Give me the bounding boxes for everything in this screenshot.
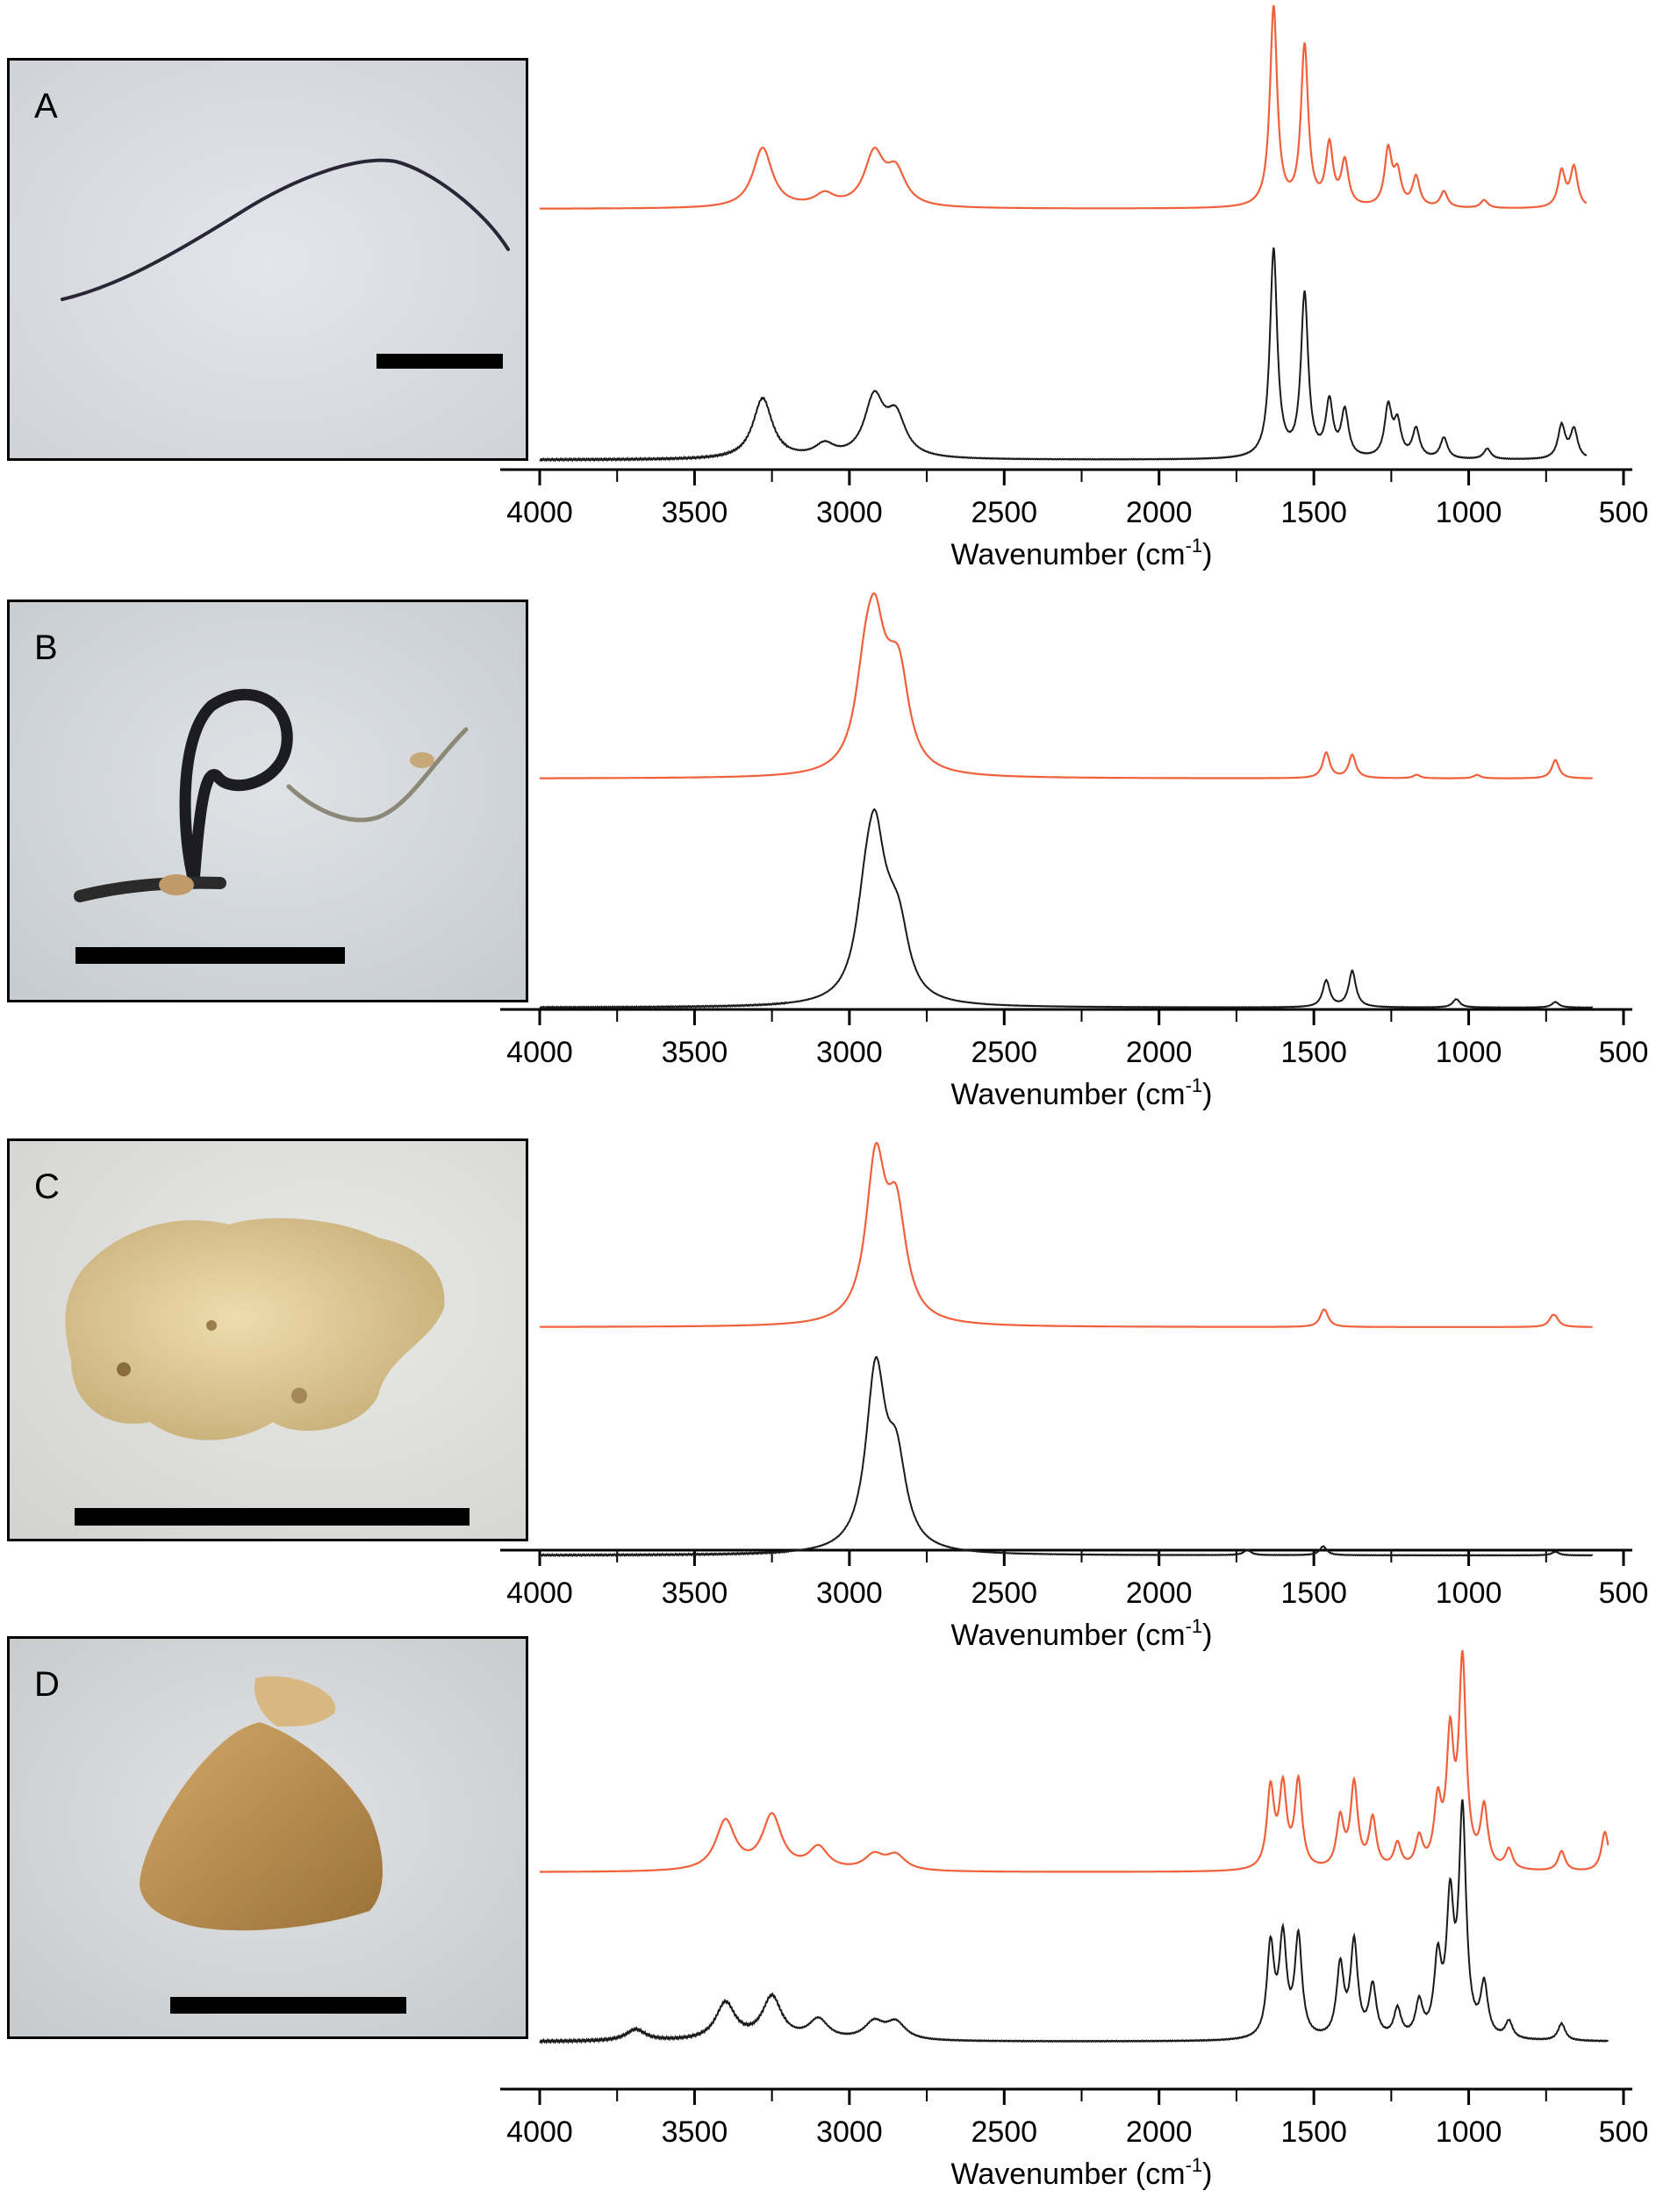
fibre-photo-a — [10, 61, 526, 458]
x-tick-label: 3500 — [662, 496, 728, 529]
sample-spectrum-line — [539, 247, 1588, 463]
x-tick-label: 3500 — [662, 2115, 728, 2149]
sample-spectrum-line — [539, 808, 1594, 1009]
x-tick-label: 500 — [1599, 1576, 1649, 1610]
spectrum-panel-d: 4000 3500 3000 2500 2000 1500 1000 500 Wavenumbe… — [500, 1649, 1649, 2191]
x-tick-label: 1000 — [1436, 2115, 1502, 2149]
x-tick-label: 1000 — [1436, 1576, 1502, 1610]
x-axis-label: Wavenumber (cm-1) — [951, 535, 1213, 571]
x-tick-label: 2000 — [1126, 496, 1193, 529]
x-tick-label: 4000 — [506, 2115, 573, 2149]
x-tick-label: 1000 — [1436, 1036, 1502, 1069]
x-tick-label: 500 — [1599, 1036, 1649, 1069]
photo-panel-d: D — [7, 1636, 528, 2039]
sample-spectrum-line — [539, 1356, 1594, 1558]
x-tick-label: 1500 — [1280, 2115, 1347, 2149]
x-axis-label: Wavenumber (cm-1) — [951, 1615, 1213, 1652]
x-tick-label: 1500 — [1280, 1576, 1347, 1610]
x-tick-label: 1000 — [1436, 496, 1502, 529]
x-tick-label: 4000 — [506, 1576, 573, 1610]
x-tick-label: 500 — [1599, 2115, 1649, 2149]
scale-bar — [376, 354, 503, 369]
particle-photo-c — [10, 1141, 526, 1539]
scale-bar — [75, 947, 345, 964]
x-tick-label: 4000 — [506, 1036, 573, 1069]
x-tick-label: 3000 — [816, 496, 883, 529]
panel-label: D — [34, 1665, 60, 1704]
scale-bar — [170, 1997, 406, 2014]
x-tick-label: 3000 — [816, 2115, 883, 2149]
x-axis-label: Wavenumber (cm-1) — [951, 2154, 1213, 2191]
photo-panel-c: C — [7, 1138, 528, 1541]
fibre-photo-b — [10, 602, 526, 1000]
scale-bar — [75, 1508, 470, 1526]
x-tick-label: 3000 — [816, 1036, 883, 1069]
x-tick-label: 2500 — [971, 1036, 1037, 1069]
panel-label: C — [34, 1167, 60, 1206]
photo-panel-a: A — [7, 58, 528, 461]
reference-spectrum-line — [540, 592, 1593, 779]
particle-photo-d — [10, 1639, 526, 2036]
sample-spectrum-line — [539, 1799, 1609, 2044]
panel-label: A — [34, 87, 58, 126]
photo-panel-b: B — [7, 600, 528, 1002]
x-tick-label: 2000 — [1126, 1036, 1193, 1069]
x-tick-label: 3500 — [662, 1576, 728, 1610]
x-tick-label: 500 — [1599, 496, 1649, 529]
x-tick-label: 4000 — [506, 496, 573, 529]
x-tick-label: 3500 — [662, 1036, 728, 1069]
panel-label: B — [34, 628, 58, 667]
spectrum-panel-a: 4000 3500 3000 2500 2000 1500 1000 500 Wavenumbe… — [500, 4, 1649, 571]
x-tick-label: 1500 — [1280, 1036, 1347, 1069]
x-axis-label: Wavenumber (cm-1) — [951, 1074, 1213, 1111]
reference-spectrum-line — [540, 1649, 1609, 1873]
reference-spectrum-line — [540, 4, 1588, 210]
x-tick-label: 2000 — [1126, 2115, 1193, 2149]
spectrum-panel-b: 4000 3500 3000 2500 2000 1500 1000 500 Wavenumbe… — [500, 592, 1649, 1111]
x-tick-label: 2500 — [971, 1576, 1037, 1610]
reference-spectrum-line — [539, 1141, 1593, 1328]
x-tick-label: 2500 — [971, 2115, 1037, 2149]
x-tick-label: 1500 — [1280, 496, 1347, 529]
x-tick-label: 3000 — [816, 1576, 883, 1610]
spectrum-panel-c: 4000 3500 3000 2500 2000 1500 1000 500 Wavenumbe… — [500, 1141, 1649, 1652]
x-tick-label: 2000 — [1126, 1576, 1193, 1610]
x-tick-label: 2500 — [971, 496, 1037, 529]
